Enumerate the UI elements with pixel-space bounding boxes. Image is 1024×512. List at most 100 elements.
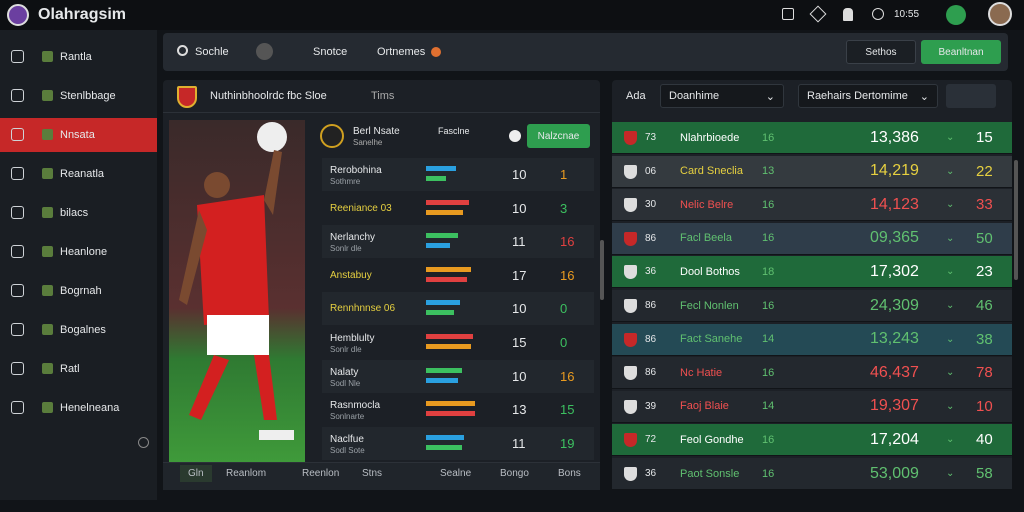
tab[interactable]: Bons: [558, 468, 581, 479]
row-sub: Sonlr dle: [330, 345, 362, 354]
table-row[interactable]: 30 Nelic Belre 16 14,123 ⌄ 33: [612, 189, 1012, 222]
scrollbar: [600, 240, 604, 300]
table-row[interactable]: 86 Fecl Nonlen 16 24,309 ⌄ 46: [612, 290, 1012, 322]
bar: [426, 334, 473, 339]
search-label[interactable]: Sochle: [195, 46, 229, 58]
row-score: 0: [560, 301, 568, 317]
settings-button[interactable]: Sethos: [846, 40, 916, 64]
nav-item[interactable]: Henelneana: [0, 391, 157, 425]
nav-icon: [11, 245, 24, 258]
status-icon[interactable]: [946, 5, 966, 25]
player-row[interactable]: Reeniance 03 10 3: [322, 192, 594, 225]
nav-item[interactable]: Rantla: [0, 40, 157, 74]
nav-label: Henelneana: [60, 402, 120, 414]
tab[interactable]: Sealne: [440, 468, 472, 479]
dropdown-text: Raehairs Dertomime: [807, 90, 908, 102]
chevron: ⌄: [946, 367, 955, 379]
avatar[interactable]: [988, 2, 1012, 26]
icon[interactable]: [782, 8, 794, 20]
player-row[interactable]: Nerlanchy Sonlr dle 11 16: [322, 225, 594, 259]
row-num: 16: [762, 198, 775, 211]
nav-icon: [42, 129, 53, 140]
bar: [426, 377, 458, 383]
player-row[interactable]: Nalaty Sodl Nle 10 16: [322, 359, 594, 393]
table-row[interactable]: 06 Card Sneclia 13 14,219 ⌄ 22: [612, 155, 1012, 188]
nav-item[interactable]: Ratl: [0, 352, 157, 386]
tab[interactable]: Reenlon: [302, 468, 340, 479]
panel-tab[interactable]: Tims: [371, 90, 395, 102]
nav-icon: [42, 207, 53, 218]
nav-label: Nnsata: [60, 129, 95, 141]
tab[interactable]: Stns: [362, 468, 383, 479]
match-name: Berl Nsate: [353, 126, 400, 137]
row-value: 17,302: [870, 262, 919, 280]
player-row[interactable]: Rasnmocla Sonlnarte 13 15: [322, 393, 594, 426]
table-row[interactable]: 86 Fact Sanehe 14 13,243 ⌄ 38: [612, 323, 1012, 356]
settings-icon[interactable]: [138, 437, 149, 448]
row-value: 53,009: [870, 464, 919, 482]
row-change: 58: [976, 465, 993, 482]
player-row[interactable]: Rerobohina Sothmre 10 1: [322, 158, 594, 191]
tab[interactable]: Reanlom: [226, 468, 267, 479]
row-num: 14: [762, 333, 775, 346]
chevron: ⌄: [946, 434, 955, 446]
table-row[interactable]: 72 Feol Gondhe 16 17,204 ⌄ 40: [612, 424, 1012, 457]
player-row[interactable]: Hemblulty Sonlr dle 15 0: [322, 326, 594, 359]
player-row[interactable]: Naclfue Sodl Sote 11 19: [322, 426, 594, 460]
nav-item[interactable]: Stenlbbage: [0, 79, 157, 113]
table-row[interactable]: 86 Nc Hatie 16 46,437 ⌄ 78: [612, 357, 1012, 390]
nav-item[interactable]: Nnsata: [0, 118, 157, 152]
row-sub: Sodl Nle: [330, 378, 361, 388]
row-num: 16: [762, 299, 775, 312]
dropdown[interactable]: Doanhime ⌄: [660, 84, 784, 108]
table-row[interactable]: 39 Faoj Blaie 14 19,307 ⌄ 10: [612, 390, 1012, 423]
dropdown[interactable]: Raehairs Dertomime ⌄: [798, 84, 938, 108]
caret: ⌄: [919, 90, 929, 103]
tab[interactable]: Gln: [180, 465, 212, 482]
bar: [426, 300, 460, 306]
row-value: 19,307: [870, 397, 919, 415]
toolbar-item[interactable]: Snotce: [313, 46, 348, 58]
bar: [426, 444, 462, 450]
nav-label: Rantla: [60, 51, 92, 63]
opponent: Fasclne: [438, 126, 470, 136]
toolbar-item[interactable]: Ortnemes: [377, 46, 426, 58]
row-name: Faoj Blaie: [680, 400, 729, 413]
row-num: 16: [762, 131, 775, 144]
row-badge: [624, 164, 637, 179]
logo[interactable]: [7, 4, 29, 26]
table-row[interactable]: 86 Facl Beela 16 09,365 ⌄ 50: [612, 222, 1012, 255]
nav-label: bilacs: [60, 207, 89, 219]
action-button[interactable]: Nalzcnae: [527, 124, 590, 148]
player-row[interactable]: Rennhnnse 06 10 0: [322, 292, 594, 326]
row-name: Card Sneclia: [680, 165, 743, 178]
tab[interactable]: Bongo: [500, 468, 529, 479]
bar: [426, 276, 467, 282]
nav-item[interactable]: bilacs: [0, 196, 157, 230]
player-row[interactable]: Anstabuy 17 16: [322, 259, 594, 292]
icon[interactable]: [809, 5, 827, 23]
clock: 10:55: [894, 9, 920, 20]
row-score: 0: [560, 335, 568, 350]
table-row[interactable]: 36 Paot Sonsle 16 53,009 ⌄ 58: [612, 458, 1012, 490]
nav-item[interactable]: Bogrnah: [0, 274, 157, 308]
nav-item[interactable]: Bogalnes: [0, 313, 157, 347]
nav-item[interactable]: Reanatla: [0, 157, 157, 191]
icon[interactable]: [256, 43, 273, 60]
primary-button[interactable]: Beanltnan: [921, 40, 1001, 64]
nav-label: Bogalnes: [60, 324, 106, 336]
icon[interactable]: [843, 8, 853, 21]
row-badge: [624, 131, 637, 145]
nav-icon: [11, 284, 24, 297]
table-row[interactable]: 73 Nlahrbioede 16 13,386 ⌄ 15: [612, 122, 1012, 154]
icon[interactable]: [872, 8, 884, 20]
nav-item[interactable]: Heanlone: [0, 235, 157, 269]
toggle[interactable]: [946, 84, 996, 108]
row-rank: 39: [645, 400, 657, 412]
table-row[interactable]: 36 Dool Bothos 18 17,302 ⌄ 23: [612, 256, 1012, 289]
chevron: ⌄: [946, 165, 955, 177]
row-name: Reeniance 03: [330, 202, 392, 214]
nav-icon: [42, 51, 53, 62]
row-name: Rerobohina: [330, 165, 382, 176]
bar: [426, 401, 475, 407]
